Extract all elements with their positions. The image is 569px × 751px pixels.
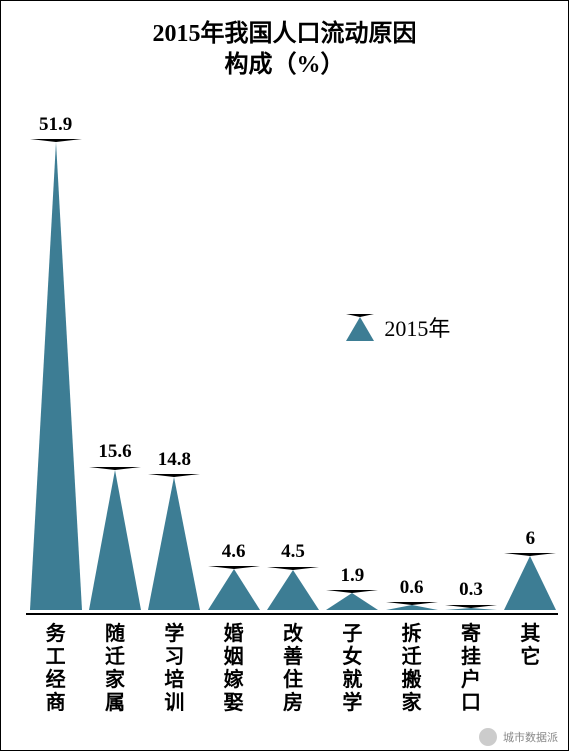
title-line1: 2015年我国人口流动原因 xyxy=(1,19,568,50)
x-axis-label: 改善住房 xyxy=(283,623,303,715)
watermark: 城市数据派 xyxy=(479,728,558,746)
legend: 2015年 xyxy=(346,311,450,343)
x-axis-label: 务工经商 xyxy=(46,623,66,715)
value-label: 0.6 xyxy=(400,577,424,599)
data-triangle xyxy=(89,467,141,610)
x-axis-label: 其它 xyxy=(520,623,540,669)
x-axis-label: 拆迁搬家 xyxy=(402,623,422,715)
x-axis-label: 婚姻嫁娶 xyxy=(224,623,244,715)
value-label: 6 xyxy=(526,528,536,550)
data-triangle xyxy=(208,566,260,610)
wechat-icon xyxy=(479,728,497,746)
data-triangle xyxy=(267,567,319,610)
triangle-icon xyxy=(267,567,319,610)
data-triangle xyxy=(445,605,497,610)
legend-marker-icon xyxy=(346,314,374,341)
title-line2: 构成（%） xyxy=(1,50,568,81)
chart-container: 2015年我国人口流动原因 构成（%） 2015年 51.9 15.6 14.8 4.… xyxy=(0,0,569,751)
x-axis: 务工经商 随迁家属 学习培训 婚姻嫁娶 改善住房 子女就学 拆迁搬家 寄挂户口 其它 xyxy=(26,613,558,740)
data-triangle xyxy=(148,474,200,610)
plot-area: 2015年 51.9 15.6 14.8 4.6 4.5 1.9 0.6 0.3 6 xyxy=(26,116,558,610)
legend-label: 2015年 xyxy=(384,311,450,343)
value-label: 4.6 xyxy=(222,541,246,563)
triangle-icon xyxy=(326,590,378,610)
triangle-icon xyxy=(208,566,260,610)
value-label: 0.3 xyxy=(459,579,483,601)
chart-title: 2015年我国人口流动原因 构成（%） xyxy=(1,1,568,81)
value-label: 1.9 xyxy=(340,565,364,587)
triangle-icon xyxy=(148,474,200,610)
watermark-text: 城市数据派 xyxy=(503,729,558,745)
value-label: 14.8 xyxy=(158,449,191,471)
value-label: 15.6 xyxy=(98,441,131,463)
triangle-icon xyxy=(89,467,141,610)
value-label: 4.5 xyxy=(281,541,305,563)
data-triangle xyxy=(386,602,438,610)
x-axis-label: 学习培训 xyxy=(164,623,184,715)
data-triangle xyxy=(30,139,82,610)
triangle-icon xyxy=(386,602,438,610)
x-axis-label: 随迁家属 xyxy=(105,623,125,715)
triangle-icon xyxy=(30,139,82,610)
triangle-icon xyxy=(504,553,556,610)
x-axis-label: 寄挂户口 xyxy=(461,623,481,715)
data-triangle xyxy=(326,590,378,610)
x-axis-label: 子女就学 xyxy=(342,623,362,715)
data-triangle xyxy=(504,553,556,610)
value-label: 51.9 xyxy=(39,114,72,136)
triangle-icon xyxy=(445,605,497,610)
